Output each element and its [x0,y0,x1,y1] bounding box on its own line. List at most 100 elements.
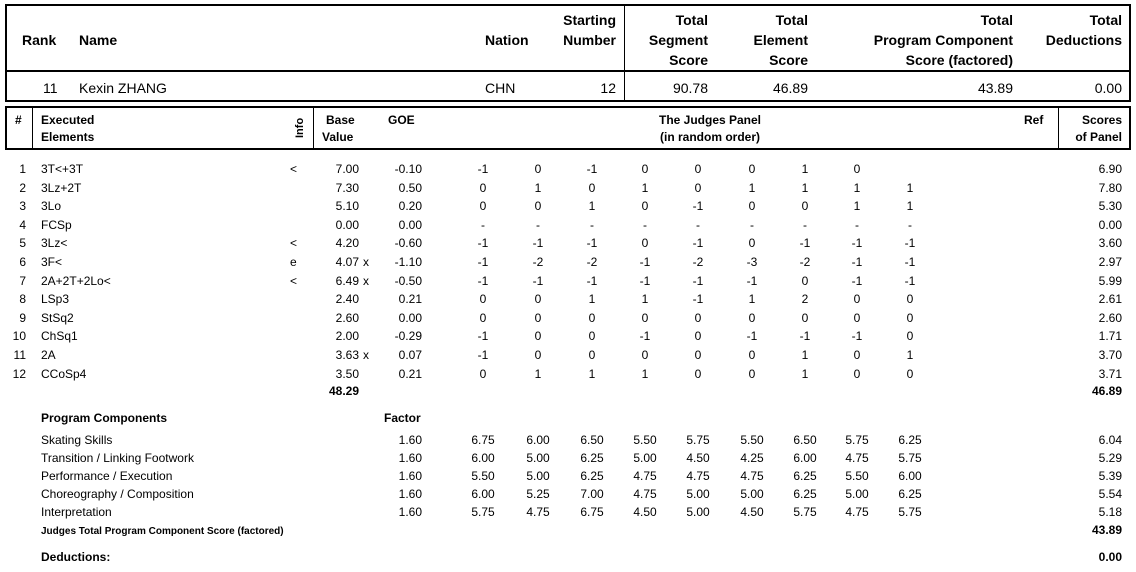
skater-total-element-score: 46.89 [772,80,808,96]
element-panel-score: 5.99 [1098,273,1122,288]
judge-score: - [536,217,540,232]
judge-score: 0 [694,348,702,362]
component-factor: 1.60 [398,505,422,519]
judge-score: -1 [639,273,651,288]
judge-component-score: 6.50 [793,433,817,447]
judge-component-score: 4.75 [686,469,710,483]
element-goe: 0.50 [398,180,422,195]
judge-component-score: 6.25 [580,469,604,483]
judge-score: 1 [801,162,809,176]
element-name: 3T<+3T [41,162,84,176]
element-goe: -0.50 [394,273,422,288]
rank-header: Rank [22,32,57,48]
judge-score: 1 [801,366,809,381]
element-panel-score: 3.60 [1098,236,1122,251]
element-number: 6 [19,255,26,269]
element-number: 5 [19,236,26,251]
component-factor: 1.60 [398,451,422,465]
judge-component-score: 6.00 [471,487,495,501]
judge-component-score: 4.75 [633,469,657,483]
judge-component-score: 6.75 [471,433,495,447]
judge-score: 0 [534,310,542,325]
judge-score: -1 [477,162,489,176]
table-row: 3 3Lo 5.10 0.20 0 0 1 0 -1 0 0 1 1 5.30 [0,199,1136,217]
judge-score: - [855,217,859,232]
deductions-label: Deductions: [41,550,111,564]
element-base-value: 2.40 [335,292,359,307]
judge-score: 0 [748,236,756,251]
judges-total-pcs-label: Judges Total Program Component Score (fa… [41,526,284,537]
judge-component-score: 6.00 [898,469,922,483]
component-panel-score: 5.39 [1098,469,1122,483]
element-name: 2A+2T+2Lo< [41,273,111,288]
element-goe: -0.29 [394,329,422,344]
judge-component-score: 5.00 [845,487,869,501]
judge-component-score: 6.00 [526,433,550,447]
element-panel-score: 5.30 [1098,199,1122,214]
judge-score: 1 [588,366,596,381]
judge-component-score: 4.75 [845,451,869,465]
table-row: 11 2A 3.63 x 0.07 -1 0 0 0 0 0 1 0 1 3.70 [0,348,1136,366]
element-name: 3Lz< [41,236,68,251]
judge-score: 0 [641,310,649,325]
judge-score: -1 [639,255,651,269]
skater-starting-number: 12 [600,80,616,96]
judge-score: -1 [477,255,489,269]
judge-score: 0 [588,310,596,325]
judge-score: 0 [588,180,596,195]
judge-score: 1 [906,180,914,195]
judge-score: 0 [479,199,487,214]
judge-score: -1 [799,236,811,251]
num-header: # [15,113,22,127]
base-value-header: Base Value [322,113,355,144]
judge-score: 0 [534,292,542,307]
judge-score: 0 [906,366,914,381]
judge-component-score: 6.00 [793,451,817,465]
judge-score: 0 [748,366,756,381]
element-panel-score: 2.60 [1098,310,1122,325]
judge-score: -1 [586,162,598,176]
deductions-value: 0.00 [1098,550,1122,564]
component-factor: 1.60 [398,469,422,483]
element-base-value: 5.10 [335,199,359,214]
total-segment-score-header: Total Segment Score [648,12,708,68]
skater-total-deductions: 0.00 [1094,80,1122,96]
judge-score: 0 [641,348,649,362]
table-row: 4 FCSp 0.00 0.00 - - - - - - - - - 0.00 [0,218,1136,236]
judge-component-score: 4.50 [686,451,710,465]
element-number: 10 [12,329,26,344]
table-row: 6 3F< e 4.07 x -1.10 -1 -2 -2 -1 -2 -3 -2 -1 -1 2.97 [0,255,1136,273]
judge-score: -1 [586,273,598,288]
judge-score: -1 [532,236,544,251]
table-row: 5 3Lz< <4.20 -0.60 -1 -1 -1 0 -1 0 -1 -1 -1 3.60 [0,236,1136,254]
judge-score: -1 [692,273,704,288]
element-info: e [290,255,297,269]
judge-score: -1 [477,236,489,251]
element-goe: -0.60 [394,236,422,251]
judge-score: - [481,217,485,232]
judge-component-score: 6.25 [580,451,604,465]
element-info: < [290,273,298,288]
element-base-value: 7.00 [335,162,359,176]
judge-score: -1 [799,329,811,344]
judge-component-score: 5.75 [793,505,817,519]
judge-score: 0 [853,310,861,325]
judge-component-score: 6.75 [580,505,604,519]
skater-rank: 11 [43,80,58,96]
element-name: 3Lz+2T [41,180,82,195]
judge-score: 1 [641,366,649,381]
goe-header: GOE [388,113,415,127]
judge-score: 0 [748,199,756,214]
judge-component-score: 5.50 [740,433,764,447]
judge-component-score: 4.50 [740,505,764,519]
judge-score: 0 [534,199,542,214]
element-number: 9 [19,310,26,325]
judge-component-score: 4.50 [633,505,657,519]
element-base-value: 3.63 [335,348,359,362]
factor-header: Factor [384,411,421,425]
table-row: 12 CCoSp4 3.50 0.21 0 1 1 1 0 0 1 0 0 3.71 [0,367,1136,385]
element-goe: 0.00 [398,310,422,325]
judge-score: -1 [532,273,544,288]
judge-score: -1 [904,236,916,251]
judge-score: 1 [588,292,596,307]
